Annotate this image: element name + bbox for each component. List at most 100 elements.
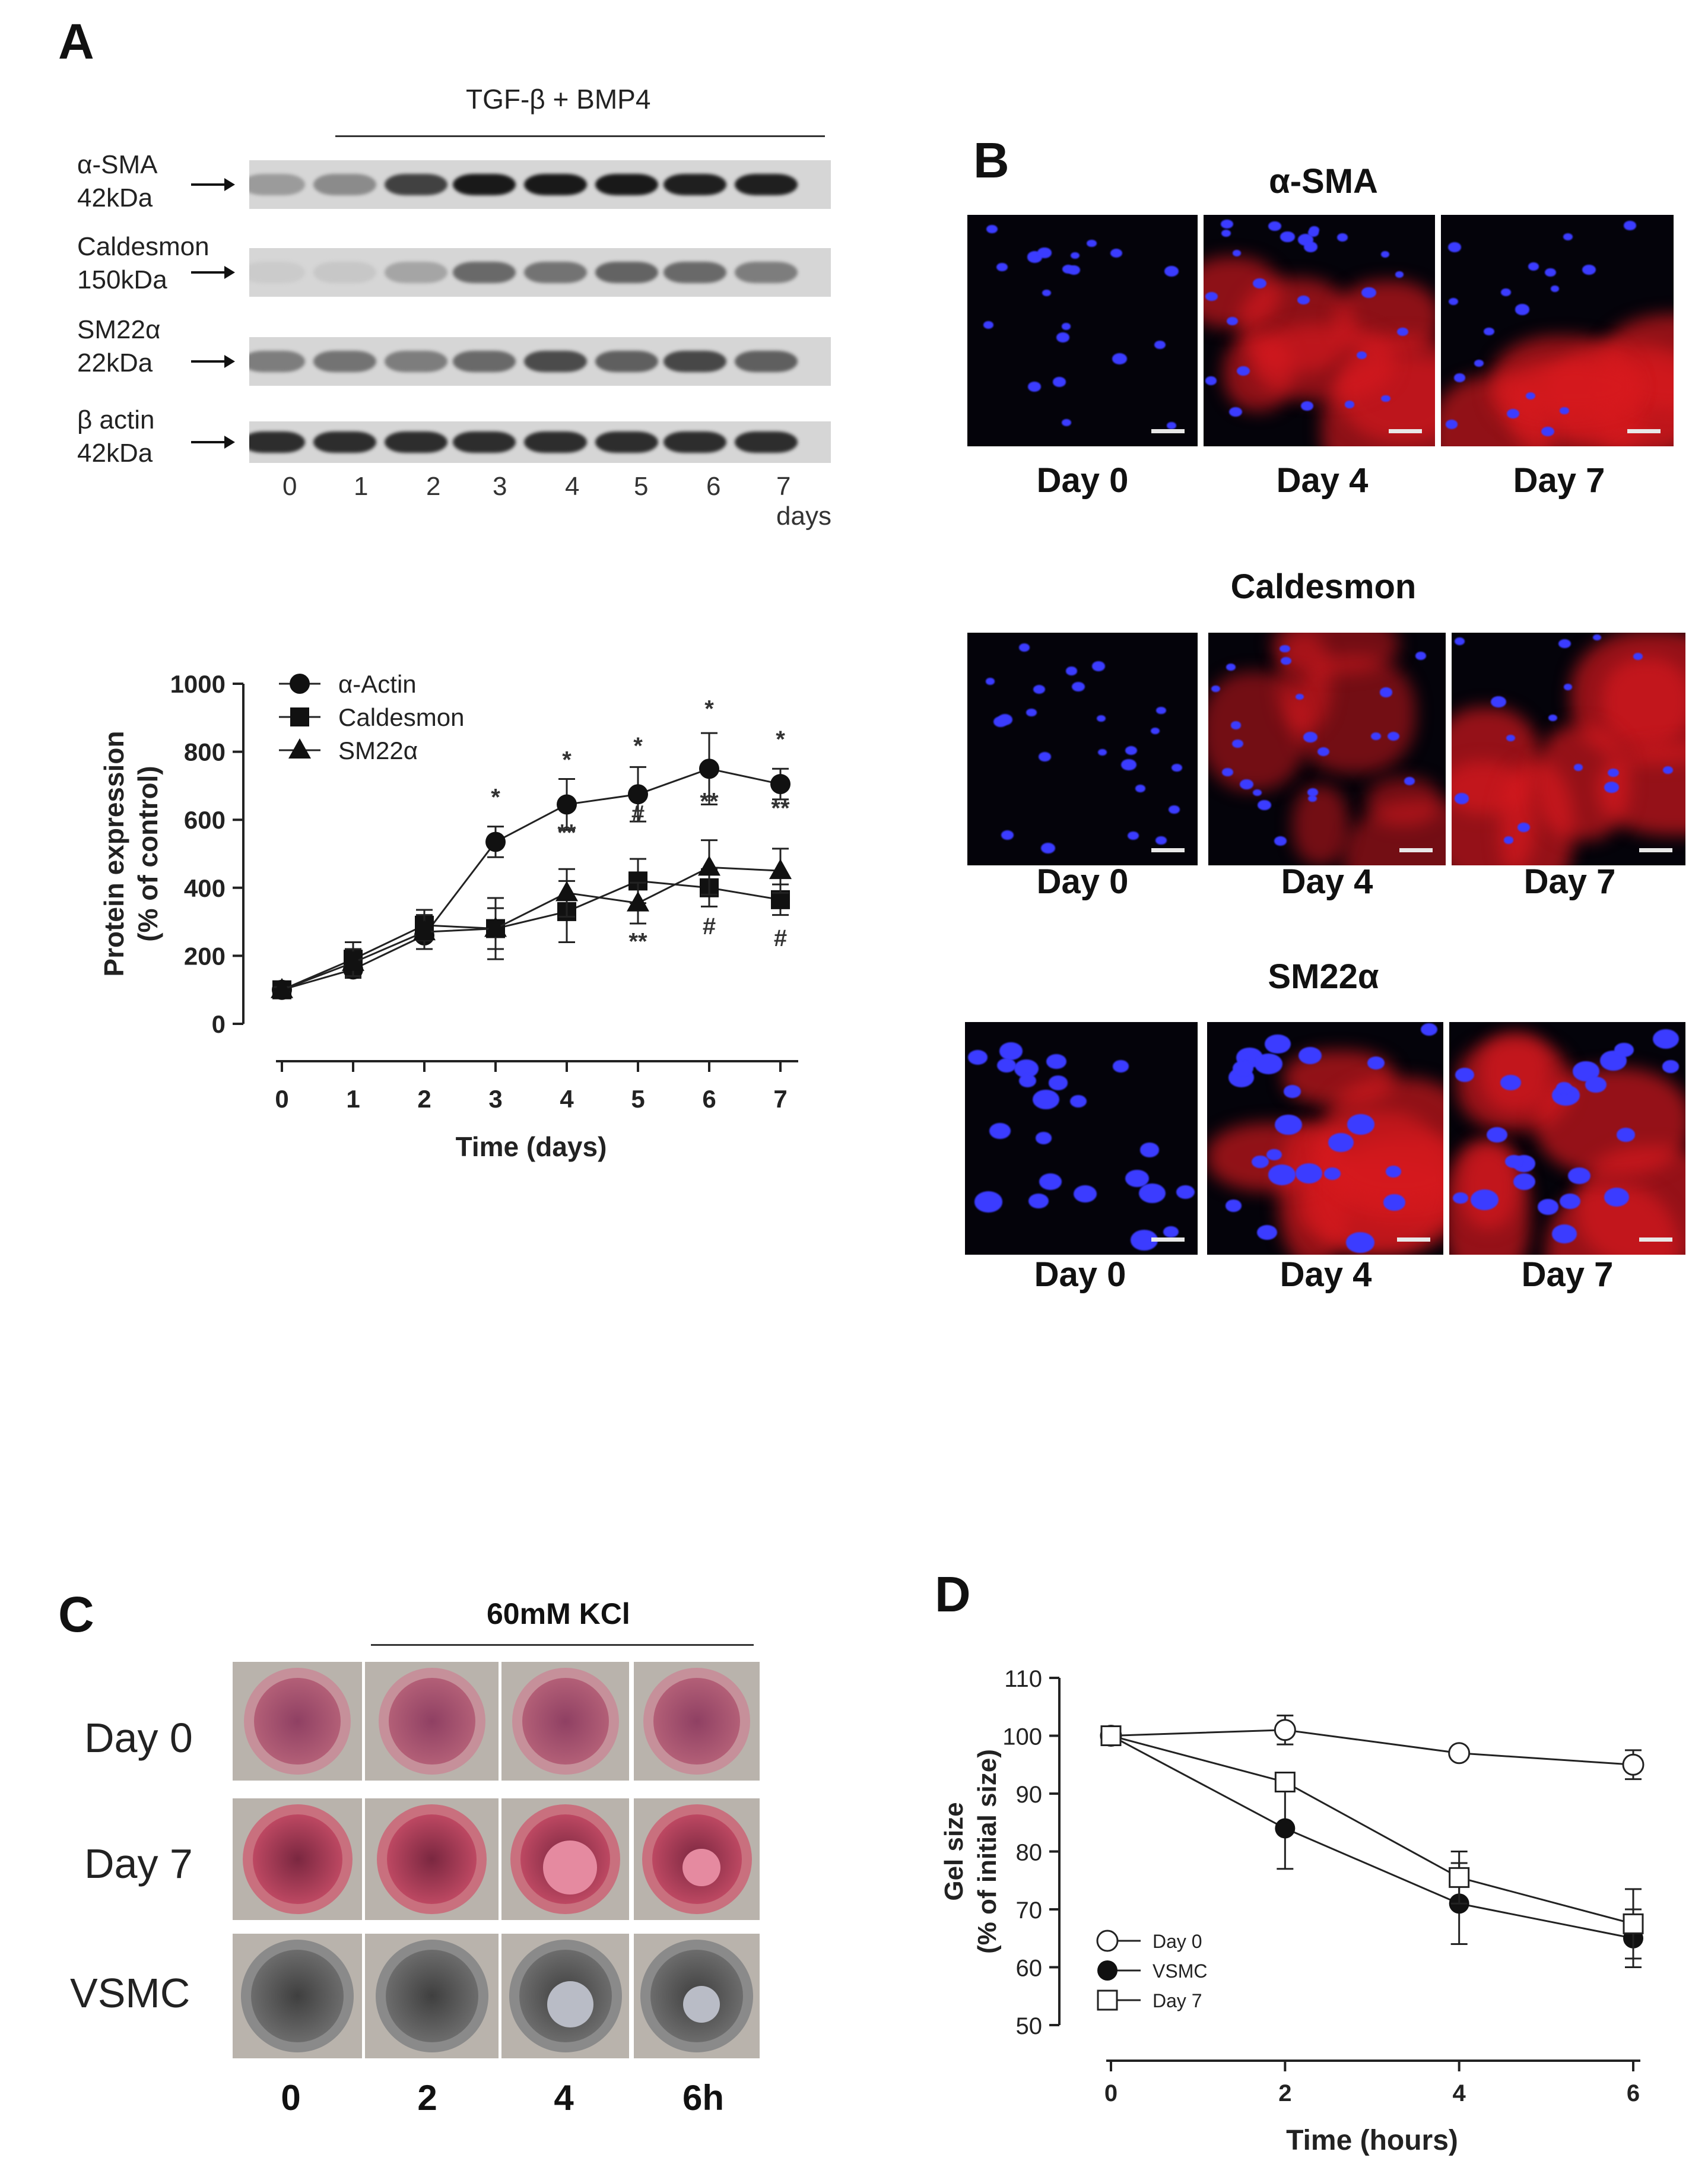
nucleus <box>1042 290 1051 297</box>
data-point-open-square <box>1623 1913 1644 1934</box>
nucleus <box>1537 1199 1558 1215</box>
contracted-gel <box>682 1848 720 1887</box>
nucleus <box>1381 395 1390 402</box>
fluorescence-image <box>967 633 1198 865</box>
data-point-circle <box>557 794 577 815</box>
nucleus <box>1127 831 1139 840</box>
nucleus <box>1662 1060 1680 1073</box>
panel-c-label: C <box>58 1586 94 1642</box>
data-point-open-square <box>1449 1867 1470 1888</box>
nucleus <box>968 1050 988 1065</box>
nucleus <box>1500 1075 1521 1090</box>
lane-label: 6 <box>706 472 721 501</box>
protein-band <box>313 262 376 283</box>
protein-band <box>249 431 305 453</box>
nucleus <box>1048 1075 1068 1090</box>
nucleus <box>1039 1173 1062 1191</box>
y-axis-label: Protein expression <box>99 731 129 976</box>
nucleus <box>1139 1183 1166 1203</box>
nucleus <box>1072 682 1085 692</box>
well-medium <box>254 1678 341 1765</box>
nucleus <box>1445 420 1458 429</box>
data-point-triangle <box>769 859 792 880</box>
nucleus <box>1110 248 1123 258</box>
data-point-circle <box>485 832 506 852</box>
well-medium <box>385 1950 478 2042</box>
molecular-weight: 150kDa <box>77 265 167 294</box>
nucleus <box>1268 221 1281 231</box>
y-axis-label: (% of control) <box>132 766 163 941</box>
significance-marker: * <box>633 733 643 759</box>
data-point-circle <box>699 759 719 779</box>
nucleus <box>1296 693 1304 700</box>
nucleus <box>1167 422 1176 429</box>
nucleus <box>1033 1089 1059 1110</box>
nucleus <box>1307 795 1317 802</box>
y-axis-label: Gel size <box>939 1802 969 1900</box>
time-label: 2 <box>417 2078 437 2118</box>
nucleus <box>1357 351 1367 359</box>
x-tick-label: 4 <box>560 1085 574 1113</box>
nucleus <box>1506 734 1516 741</box>
nucleus <box>1231 739 1243 748</box>
blot-strip <box>249 248 831 297</box>
nucleus <box>999 1042 1023 1060</box>
legend-label: SM22α <box>338 737 418 764</box>
row-label-day0: Day 0 <box>84 1715 193 1761</box>
nucleus <box>1551 1224 1577 1243</box>
arrow-icon <box>191 183 228 186</box>
arrow-icon <box>191 441 228 443</box>
nucleus <box>1254 1053 1283 1075</box>
nucleus <box>1517 822 1531 833</box>
nucleus <box>1624 221 1636 230</box>
y-tick-label: 800 <box>184 738 226 766</box>
protein-band <box>735 351 798 372</box>
nucleus <box>1513 1173 1536 1191</box>
nucleus <box>1573 764 1583 771</box>
nucleus <box>1091 661 1106 671</box>
nucleus <box>1019 643 1030 652</box>
nucleus <box>1328 1132 1354 1152</box>
significance-marker: * <box>562 747 572 773</box>
nucleus <box>1176 1185 1195 1200</box>
significance-marker: # <box>631 801 645 827</box>
protein-name: Caldesmon <box>77 232 209 261</box>
data-point-circle <box>290 674 310 694</box>
nucleus <box>1037 247 1052 258</box>
contracted-gel <box>547 1981 593 2027</box>
protein-band <box>249 174 305 195</box>
protein-band <box>663 351 726 372</box>
nucleus <box>1125 1169 1149 1187</box>
protein-band <box>663 431 726 453</box>
nucleus <box>1205 291 1218 302</box>
well <box>634 1662 760 1781</box>
nucleus <box>1046 1053 1066 1070</box>
data-point-triangle <box>271 978 293 998</box>
data-point-open-circle <box>1622 1753 1644 1776</box>
nucleus <box>986 225 998 234</box>
nucleus <box>1367 1056 1385 1070</box>
day-label: Day 0 <box>1036 461 1129 500</box>
nucleus <box>1211 685 1221 693</box>
nucleus <box>1421 1023 1438 1036</box>
contracted-gel <box>682 1985 720 2023</box>
y-tick-label: 60 <box>1016 1956 1043 1982</box>
scale-bar <box>1397 1237 1430 1242</box>
nucleus <box>1236 366 1250 376</box>
well-medium <box>653 1678 740 1765</box>
nucleus <box>996 1058 1016 1072</box>
data-point-open-circle <box>1096 1930 1119 1952</box>
series-line <box>1110 1729 1634 1766</box>
fluorescence-image <box>965 1022 1198 1255</box>
nucleus <box>1633 653 1643 660</box>
protein-name: α-SMA <box>77 150 158 179</box>
protein-band <box>385 174 447 195</box>
blot-label: SM22α 22kDa <box>77 313 160 380</box>
protein-band <box>595 262 658 283</box>
y-tick-label: 80 <box>1016 1840 1043 1866</box>
nucleus <box>1225 1199 1242 1212</box>
nucleus <box>1344 401 1355 408</box>
lane-label: 1 <box>354 472 369 501</box>
nucleus <box>1073 1185 1097 1202</box>
nucleus <box>1227 317 1239 326</box>
